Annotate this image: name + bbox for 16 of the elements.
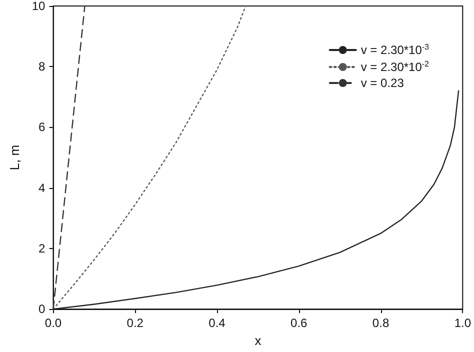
x-tick-label: 0.4 [208,316,226,330]
y-tick-label: 4 [38,180,46,195]
y-tick-label: 6 [38,120,46,134]
x-tick-label: 0.2 [126,316,144,330]
y-tick-label: 2 [38,241,46,256]
y-tick-label: 0 [38,302,46,316]
x-tick-label: 1.0 [454,316,472,330]
y-tick-label: 8 [38,60,46,74]
x-tick-label: 0.6 [290,316,308,330]
y-tick-label: 10 [32,0,46,13]
y-axis-title: L, m [7,144,22,170]
line-series [52,90,460,310]
x-tick-label: 0.8 [372,316,390,330]
x-tick-label: 0.0 [44,316,62,330]
legend-label: v = 0.23 [360,76,404,90]
x-axis-title: x [254,333,262,348]
